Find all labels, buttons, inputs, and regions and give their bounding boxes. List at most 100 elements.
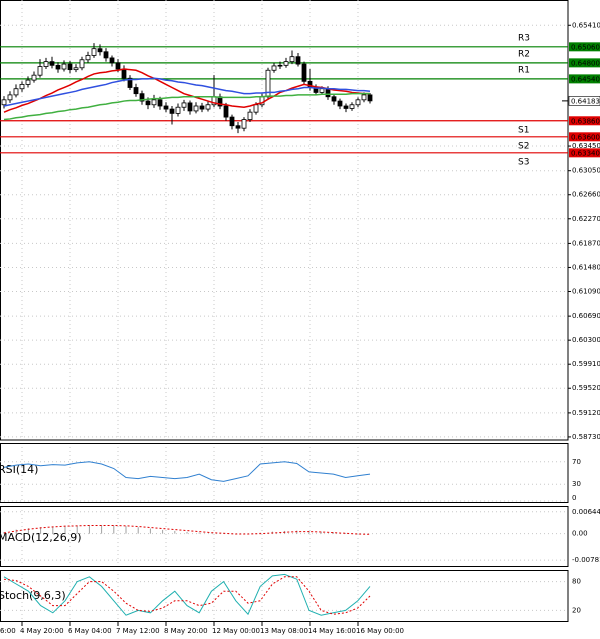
y-tick-label: 0.65410 (572, 21, 600, 29)
y-tick-label: 0.61090 (572, 287, 600, 295)
candle-body (7, 94, 13, 101)
indicator-panel-frame (0, 443, 569, 503)
candle-body (349, 104, 355, 109)
indicator-tick-label: 0 (572, 494, 576, 502)
candle-body (79, 59, 85, 69)
candle-body (67, 63, 73, 71)
y-tick-label: 0.62660 (572, 191, 600, 199)
candle-body (61, 63, 67, 70)
candle-body (73, 67, 79, 71)
indicator-tick-label: 80 (572, 578, 581, 586)
level-price-label: 0.63860 (571, 117, 600, 125)
candle-body (253, 104, 259, 113)
y-tick-label: 0.60300 (572, 336, 600, 344)
candle-body (289, 56, 295, 63)
candle-body (283, 61, 289, 66)
level-price-box (569, 42, 600, 52)
candle-body (163, 105, 169, 110)
level-name: S1 (518, 125, 529, 135)
main-panel-frame (0, 0, 569, 441)
x-tick-label: 14 May 16:00 (308, 627, 356, 635)
candle-body (109, 57, 115, 64)
candle-body (55, 64, 61, 70)
candle-body (247, 111, 253, 120)
candle-body (229, 116, 235, 127)
candle-body (169, 108, 175, 114)
indicator-line (3, 461, 371, 482)
current-price-label: 0.64183 (571, 97, 600, 105)
x-tick-label: 4 May 20:00 (20, 627, 64, 635)
indicator-tick-label: 70 (572, 458, 581, 466)
y-tick-label: 0.59910 (572, 360, 600, 368)
indicator-tick-label: 30 (572, 480, 581, 488)
level-name: S3 (518, 157, 529, 167)
indicator-tick-label: 0.00 (572, 530, 588, 538)
candle-body (127, 77, 133, 88)
x-tick-label: 13 May 08:00 (260, 627, 308, 635)
candle-body (331, 96, 337, 102)
candle-body (367, 94, 373, 102)
candles (1, 43, 373, 134)
candle-body (181, 102, 187, 108)
indicator-tick-label: 20 (572, 606, 581, 614)
y-tick-label: 0.60690 (572, 312, 600, 320)
indicator-tick-label: 0.00644 (572, 508, 600, 516)
candle-body (145, 100, 151, 106)
indicator-title: MACD(12,26,9) (0, 531, 82, 544)
x-tick-label: 12 May 00:00 (212, 627, 260, 635)
y-tick-label: 0.58730 (572, 433, 600, 441)
indicator-panel-frame (0, 506, 569, 567)
candle-body (325, 88, 331, 98)
indicator-title: Stoch(9,6,3) (0, 589, 66, 602)
candle-body (271, 65, 277, 71)
y-tick-label: 0.63450 (572, 142, 600, 150)
x-tick-label-fragment: 6:00 (0, 627, 16, 635)
level-name: R3 (518, 33, 530, 43)
candle-body (175, 106, 181, 114)
level-price-label: 0.65060 (571, 43, 600, 51)
x-tick-label: 6 May 04:00 (68, 627, 112, 635)
indicator-line (3, 525, 371, 535)
candle-body (337, 100, 343, 107)
candle-body (235, 125, 241, 129)
candle-body (19, 84, 25, 90)
y-tick-label: 0.61480 (572, 263, 600, 271)
level-price-label: 0.64800 (571, 59, 600, 67)
moving-average (3, 92, 370, 121)
indicator-line (3, 576, 371, 615)
candle-body (277, 64, 283, 67)
candle-body (115, 62, 121, 70)
candle-body (295, 56, 301, 65)
y-tick-label: 0.61870 (572, 239, 600, 247)
y-tick-label: 0.63050 (572, 167, 600, 175)
candle-body (319, 88, 325, 93)
candle-body (133, 87, 139, 95)
moving-average (3, 77, 371, 107)
candle-body (25, 79, 31, 85)
level-name: R2 (518, 49, 530, 59)
level-price-label: 0.64540 (571, 75, 600, 83)
level-price-box (569, 148, 600, 158)
candle-body (199, 105, 205, 110)
candle-body (241, 119, 247, 129)
candle-body (193, 105, 199, 112)
candle-body (31, 74, 37, 81)
level-price-box (569, 58, 600, 68)
indicator-line (3, 573, 371, 616)
candle-body (157, 99, 163, 107)
candle-body (121, 68, 127, 79)
x-tick-label: 8 May 20:00 (164, 627, 208, 635)
candle-body (355, 99, 361, 106)
moving-average (3, 68, 370, 113)
candle-body (361, 94, 367, 101)
level-price-box (569, 116, 600, 126)
candle-body (301, 63, 307, 82)
candle-body (13, 88, 19, 96)
candle-body (139, 93, 145, 102)
candle-body (97, 48, 103, 53)
level-price-label: 0.63340 (571, 149, 600, 157)
y-tick-label: 0.59520 (572, 384, 600, 392)
candle-body (43, 61, 49, 67)
